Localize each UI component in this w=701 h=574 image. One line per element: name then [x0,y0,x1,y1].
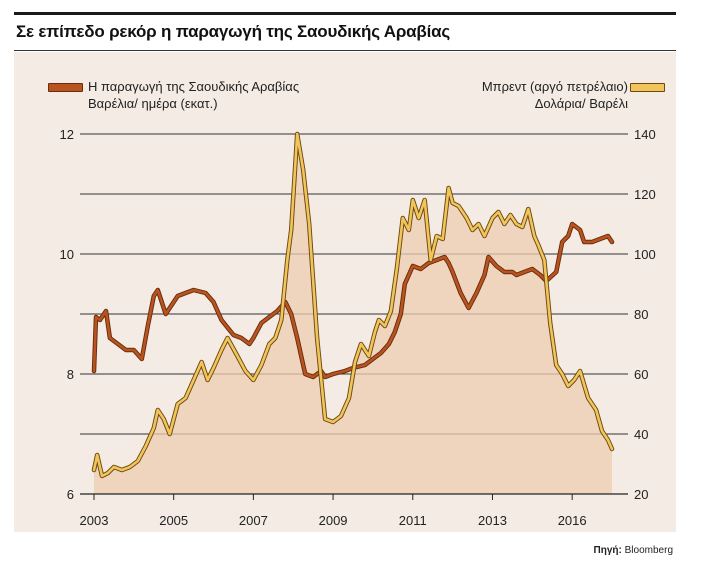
brent-legend-swatch [630,83,665,92]
right-y-tick-label: 120 [634,187,656,202]
brent-line [92,132,614,478]
production-legend-line2: Βαρέλια/ ημέρα (εκατ.) [88,96,218,111]
brent-area-layer [94,134,612,494]
x-tick-label: 2003 [80,513,109,528]
x-tick-label: 2005 [159,513,188,528]
x-tick-label: 2011 [399,513,427,528]
x-tick-label: 2013 [478,513,507,528]
source-value: Bloomberg [624,545,673,556]
brent-legend-line1: Μπρεντ (αργό πετρέλαιο) [481,79,628,94]
x-tick-label: 2007 [239,513,268,528]
right-y-tick-label: 100 [634,247,656,262]
right-y-tick-label: 140 [634,127,656,142]
brent-area [94,134,612,494]
top-rule [14,12,676,15]
left-y-tick-label: 12 [60,127,74,142]
brent-legend: Μπρεντ (αργό πετρέλαιο) Δολάρια/ Βαρέλι [482,78,628,112]
production-legend-line1: Η παραγωγή της Σαουδικής Αραβίας [88,79,300,94]
brent-legend-line2: Δολάρια/ Βαρέλι [534,96,628,111]
axes: 2003 2005 2007 2009 2011 2013 2016 6 8 10 12 20 40 60… [60,127,656,528]
left-y-tick-label: 6 [67,487,74,502]
production-legend-swatch [48,83,83,92]
right-y-tick-label: 40 [634,427,648,442]
right-y-tick-label: 60 [634,367,648,382]
source-label: Πηγή: [593,545,622,556]
series-lines [91,131,615,479]
source-note: Πηγή: Bloomberg [594,545,673,556]
title-rule [14,50,676,51]
right-y-tick-label: 20 [634,487,648,502]
left-y-tick-label: 8 [67,367,74,382]
left-y-tick-label: 10 [60,247,74,262]
x-tick-label: 2016 [558,513,587,528]
right-y-tick-label: 80 [634,307,648,322]
chart-title: Σε επίπεδο ρεκόρ η παραγωγή της Σαουδική… [16,22,451,41]
x-tick-label: 2009 [319,513,348,528]
production-legend: Η παραγωγή της Σαουδικής Αραβίας Βαρέλια… [88,78,299,112]
